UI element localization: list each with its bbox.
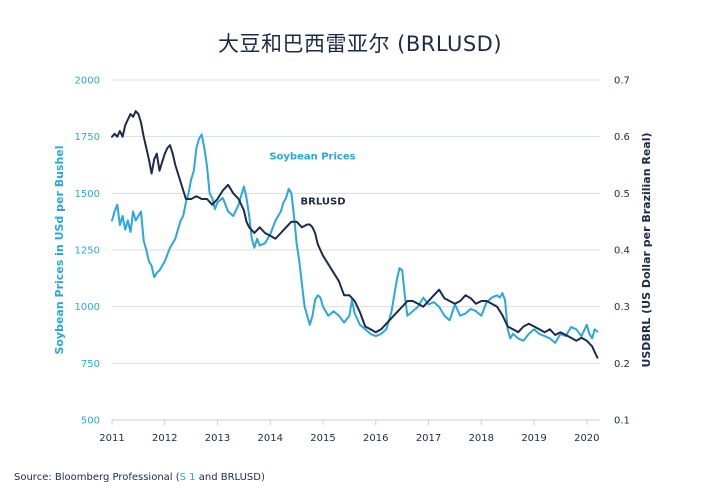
brlusd-line (111, 110, 599, 359)
x-tick-label: 2018 (469, 433, 494, 444)
source-link[interactable]: S 1 (179, 472, 196, 483)
x-tick-label: 2011 (99, 433, 124, 444)
axes: 2000 1750 1500 1250 1000 750 500 0.7 0.6 0.5 0.4 0.… (53, 76, 653, 445)
series-layer (111, 110, 599, 359)
x-tick-label: 2015 (310, 433, 335, 444)
left-axis-title: Soybean Prices in USd per Bushel (53, 145, 66, 354)
x-tick-label: 2020 (574, 433, 599, 444)
left-tick-label: 1250 (75, 246, 100, 257)
x-tick-label: 2019 (521, 433, 546, 444)
left-tick-label: 1000 (75, 302, 100, 313)
right-tick-label: 0.3 (614, 302, 630, 313)
soybean-prices-label: Soybean Prices (269, 151, 355, 162)
right-tick-label: 0.7 (614, 76, 630, 87)
x-tick-label: 2013 (205, 433, 230, 444)
source-note: Source: Bloomberg Professional (S 1 and … (14, 472, 265, 483)
left-tick-label: 1500 (75, 189, 100, 200)
left-tick-label: 2000 (75, 76, 100, 87)
x-tick-label: 2017 (416, 433, 441, 444)
right-tick-label: 0.5 (614, 189, 630, 200)
grid-lines (112, 79, 600, 421)
right-axis-title: USDBRL (US Dollar per Brazilian Real) (640, 132, 653, 367)
chart-title: 大豆和巴西雷亚尔 (BRLUSD) (217, 32, 503, 56)
soybean-prices-line (111, 133, 599, 344)
brlusd-label: BRLUSD (301, 197, 346, 208)
labels-layer: Soybean Prices BRLUSD (269, 151, 355, 207)
left-tick-label: 1750 (75, 132, 100, 143)
left-tick-label: 500 (81, 416, 100, 427)
right-tick-label: 0.6 (614, 132, 630, 143)
source-prefix: Source: Bloomberg Professional ( (14, 472, 180, 483)
right-tick-label: 0.4 (614, 246, 630, 257)
right-tick-label: 0.2 (614, 359, 630, 370)
source-suffix: and BRLUSD) (195, 472, 265, 483)
right-tick-label: 0.1 (614, 416, 630, 427)
left-tick-label: 750 (81, 359, 100, 370)
x-tick-label: 2012 (152, 433, 177, 444)
x-tick-label: 2014 (258, 433, 283, 444)
x-tick-label: 2016 (363, 433, 388, 444)
